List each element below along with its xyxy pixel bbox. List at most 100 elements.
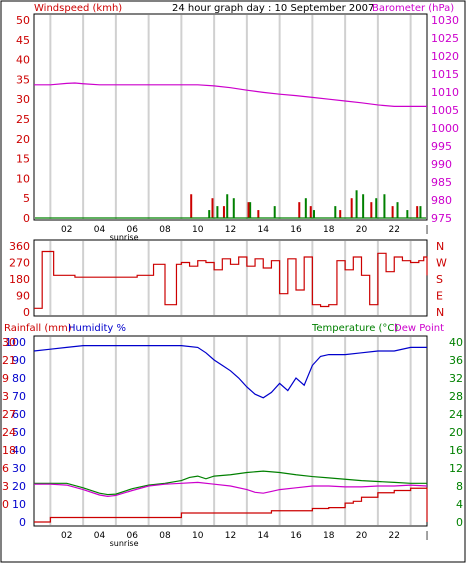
barometer-tick-label: 995 xyxy=(431,140,452,153)
barometer-tick-label: 1005 xyxy=(431,104,459,117)
windspeed-tick-label: 40 xyxy=(16,54,30,67)
panel-3-border xyxy=(33,335,428,527)
windspeed-tick-label: 10 xyxy=(16,172,30,185)
barometer-tick-label: 1000 xyxy=(431,122,459,135)
temperature-tick-label: 28 xyxy=(449,390,463,403)
compass-label: E xyxy=(436,290,443,303)
windspeed-tick-label: 0 xyxy=(23,212,30,225)
x-tick-label: 08 xyxy=(159,225,171,235)
x-tick-label: 14 xyxy=(258,225,270,235)
rainfall-tick-label: 24 xyxy=(2,426,16,439)
barometer-tick-label: 1015 xyxy=(431,68,459,81)
panel-1-time-axis: 02 04 06 08 10 12 14 16 18 20 22 | sunrise xyxy=(61,225,429,242)
temperature-tick-label: 0 xyxy=(456,516,463,529)
humidity-tick-label: 80 xyxy=(12,372,26,385)
sunrise-label: sunrise xyxy=(110,233,139,242)
humidity-tick-label: 50 xyxy=(12,426,26,439)
windspeed-tick-label: 30 xyxy=(16,93,30,106)
compass-label: N xyxy=(436,240,444,253)
direction-degree-label: 180 xyxy=(9,273,30,286)
windspeed-tick-label: 45 xyxy=(16,34,30,47)
rainfall-tick-label: 9 xyxy=(2,372,9,385)
temperature-tick-label: 8 xyxy=(456,480,463,493)
rainfall-tick-label: 30 xyxy=(2,336,16,349)
humidity-tick-label: 10 xyxy=(12,498,26,511)
temperature-tick-label: 32 xyxy=(449,372,463,385)
panel-3-header: Rainfall (mm) Humidity % Temperature (°C… xyxy=(4,323,444,334)
compass-label: S xyxy=(436,273,443,286)
humidity-tick-label: 20 xyxy=(12,480,26,493)
panel-1-grid xyxy=(49,15,412,219)
humidity-tick-label: 0 xyxy=(19,516,26,529)
panel-3-lines xyxy=(33,345,428,523)
barometer-tick-label: 975 xyxy=(431,212,452,225)
x-tick-label: 02 xyxy=(61,531,72,541)
x-tick-label: 22 xyxy=(389,225,400,235)
humidity-tick-label: 90 xyxy=(12,354,26,367)
barometer-tick-label: 1010 xyxy=(431,86,459,99)
panel-1-border xyxy=(33,13,428,221)
x-tick-label: 20 xyxy=(356,531,368,541)
rainfall-tick-label: 18 xyxy=(2,444,16,457)
graph-title: 24 hour graph day : 10 September 2007 xyxy=(172,3,374,14)
rainfall-tick-label: 3 xyxy=(2,480,9,493)
windspeed-tick-label: 5 xyxy=(23,192,30,205)
x-tick-label: 04 xyxy=(94,531,106,541)
direction-degree-label: 270 xyxy=(9,257,30,270)
windspeed-tick-label: 15 xyxy=(16,153,30,166)
wind-direction-panel xyxy=(33,239,428,317)
temperature-tick-label: 24 xyxy=(449,408,463,421)
temperature-line xyxy=(34,470,427,496)
x-tick-label: 22 xyxy=(389,531,400,541)
temperature-tick-label: 4 xyxy=(456,498,463,511)
sunrise-label: sunrise xyxy=(110,539,139,548)
x-tick-label: 10 xyxy=(192,225,204,235)
x-tick-label: 14 xyxy=(258,531,270,541)
barometer-tick-label: 1020 xyxy=(431,50,459,63)
humidity-tick-label: 40 xyxy=(12,444,26,457)
panel-3-time-axis: 02 04 06 08 10 12 14 16 18 20 22 | sunrise xyxy=(61,531,429,548)
panel-1-lines xyxy=(34,82,427,219)
temperature-tick-label: 36 xyxy=(449,354,463,367)
windspeed-tick-label: 20 xyxy=(16,133,30,146)
dew-point-title: Dew Point xyxy=(394,323,444,334)
rainfall-tick-label: 3 xyxy=(2,390,9,403)
x-tick-label: | xyxy=(425,531,428,541)
x-tick-label: 18 xyxy=(323,225,335,235)
x-tick-label: 06 xyxy=(127,531,139,541)
barometer-tick-label: 980 xyxy=(431,194,452,207)
compass-label: W xyxy=(436,257,447,270)
humidity-tick-label: 60 xyxy=(12,408,26,421)
wind-direction-line xyxy=(34,250,428,309)
humidity-line xyxy=(33,345,427,399)
direction-degree-label: 360 xyxy=(9,240,30,253)
barometer-tick-label: 985 xyxy=(431,176,452,189)
barometer-tick-label: 1030 xyxy=(431,14,459,27)
x-tick-label: 18 xyxy=(323,531,335,541)
humidity-tick-label: 70 xyxy=(12,390,26,403)
windspeed-tick-label: 25 xyxy=(16,113,30,126)
barometer-line xyxy=(34,82,427,108)
temperature-tick-label: 20 xyxy=(449,426,463,439)
panel-2-lines xyxy=(34,250,428,309)
rainfall-title: Rainfall (mm) xyxy=(4,323,72,334)
compass-label: N xyxy=(436,306,444,319)
temperature-tick-label: 12 xyxy=(449,462,463,475)
panel-1-bars xyxy=(190,190,422,218)
rainfall-tick-label: 27 xyxy=(2,408,16,421)
barometer-tick-label: 990 xyxy=(431,158,452,171)
panel-3-grid xyxy=(49,337,412,525)
x-tick-label: 02 xyxy=(61,225,72,235)
temperature-title: Temperature (°C) xyxy=(311,323,398,334)
x-tick-label: 16 xyxy=(290,225,302,235)
x-tick-label: 08 xyxy=(159,531,171,541)
header: Windspeed (kmh) 24 hour graph day : 10 S… xyxy=(34,3,454,14)
x-tick-label: 16 xyxy=(290,531,302,541)
direction-degree-label: 0 xyxy=(23,306,30,319)
x-tick-label: 12 xyxy=(225,225,236,235)
